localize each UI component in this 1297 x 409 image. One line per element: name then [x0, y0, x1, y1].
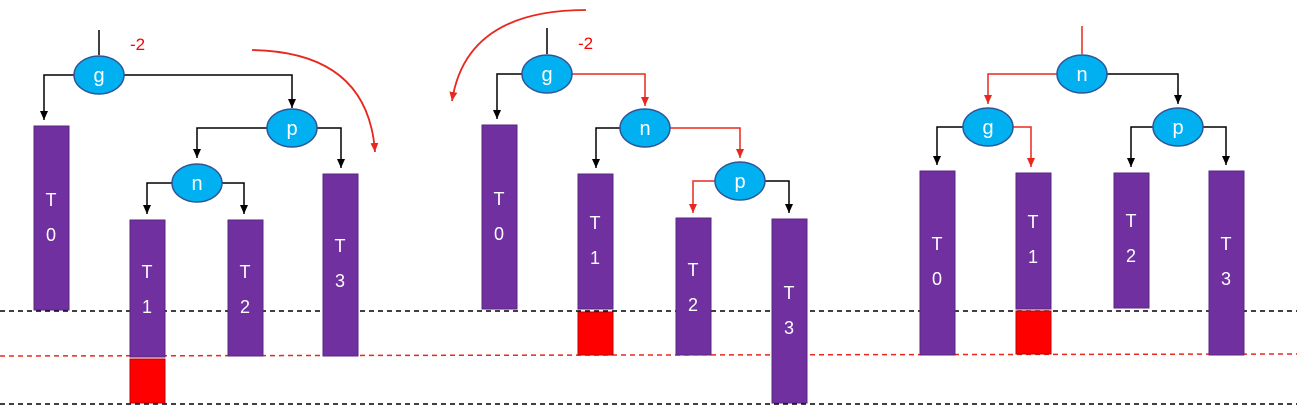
subtree-t0: [481, 124, 518, 310]
subtree-t2-index: 2: [240, 297, 250, 317]
edge-g-t0: [493, 73, 523, 119]
subtree-t3: [1208, 170, 1245, 356]
diagram-intermediate: T 0 T 1 T 2 T 3 g n p -2: [449, 9, 808, 404]
edge-p-t2: [689, 180, 716, 213]
edge-n-g: [984, 73, 1058, 104]
rotation-arrow-left: [449, 9, 587, 102]
subtree-t1-overflow: [577, 311, 614, 356]
subtree-t1-index: 1: [1028, 247, 1038, 267]
diagram-after: T 0 T 1 T 2 T 3 n g p: [919, 26, 1245, 356]
subtree-t2-letter: T: [688, 260, 699, 280]
subtree-t0-index: 0: [46, 225, 56, 245]
edge-g-t0: [40, 74, 74, 120]
edge-p-t3: [1202, 126, 1230, 165]
subtree-t2: [1113, 172, 1150, 309]
node-n: [619, 108, 671, 148]
edge-g-t1: [1012, 126, 1035, 167]
node-n: [1056, 54, 1108, 94]
node-p-label: p: [734, 171, 745, 193]
subtree-t0-letter: T: [932, 234, 943, 254]
edge-p-t2: [1127, 126, 1154, 167]
subtree-t1: [1015, 172, 1052, 310]
edge-g-n: [571, 73, 649, 106]
subtree-t1-letter: T: [590, 213, 601, 233]
overflow-baseline: [0, 353, 1297, 357]
subtree-t1: [577, 173, 614, 310]
subtree-t1-index: 1: [142, 297, 152, 317]
diagram-before: T 0 T 1 T 2 T 3 g p n -2: [33, 30, 379, 404]
node-p: [714, 161, 766, 201]
subtree-t2: [227, 219, 264, 357]
subtree-t2-index: 2: [1126, 246, 1136, 266]
node-g: [73, 55, 125, 95]
node-p: [266, 108, 318, 148]
subtree-t3-letter: T: [335, 236, 346, 256]
subtree-t3-index: 3: [1221, 269, 1231, 289]
balance-factor: -2: [578, 34, 593, 53]
edge-n-p: [669, 127, 744, 158]
node-g: [521, 54, 573, 94]
subtree-t1-letter: T: [142, 262, 153, 282]
node-g-label: g: [541, 64, 552, 86]
edge-g-t0: [933, 126, 964, 165]
subtree-t3-letter: T: [784, 283, 795, 303]
node-p-label: p: [286, 118, 297, 140]
subtree-t1-overflow: [1015, 310, 1052, 355]
edge-n-t1: [592, 127, 621, 168]
subtree-t1-letter: T: [1028, 212, 1039, 232]
subtree-t0-letter: T: [494, 189, 505, 209]
subtree-t1: [129, 219, 166, 358]
node-n-label: n: [1076, 64, 1087, 86]
edge-p-t3: [764, 180, 793, 213]
subtree-t2-letter: T: [1126, 211, 1137, 231]
subtree-t3-index: 3: [784, 318, 794, 338]
subtree-t0: [919, 170, 956, 356]
subtree-t0-index: 0: [932, 269, 942, 289]
edge-p-n: [193, 127, 268, 158]
subtree-t1-index: 1: [590, 248, 600, 268]
edge-n-p: [1106, 73, 1182, 104]
edge-n-t1: [143, 182, 173, 214]
subtree-t3: [322, 173, 359, 357]
subtree-t0-index: 0: [494, 224, 504, 244]
rotation-arrow-right: [251, 49, 379, 153]
subtree-t2: [675, 217, 712, 356]
balance-factor: -2: [130, 35, 145, 54]
node-g-label: g: [93, 65, 104, 87]
node-n: [171, 163, 223, 203]
subtree-t3: [771, 218, 808, 404]
node-p-label: p: [1172, 117, 1183, 139]
node-g: [962, 107, 1014, 147]
subtree-t3-letter: T: [1221, 234, 1232, 254]
subtree-t0-letter: T: [46, 190, 57, 210]
subtree-t1-overflow: [129, 358, 166, 404]
subtree-t2-letter: T: [240, 262, 251, 282]
edge-g-p: [124, 74, 296, 108]
edge-p-t3: [316, 127, 345, 168]
node-p: [1152, 107, 1204, 147]
edge-n-t2: [221, 182, 248, 214]
node-n-label: n: [191, 173, 202, 195]
node-n-label: n: [639, 118, 650, 140]
subtree-t0: [33, 125, 70, 311]
subtree-t3-index: 3: [335, 271, 345, 291]
subtree-t2-index: 2: [688, 295, 698, 315]
node-g-label: g: [982, 117, 993, 139]
